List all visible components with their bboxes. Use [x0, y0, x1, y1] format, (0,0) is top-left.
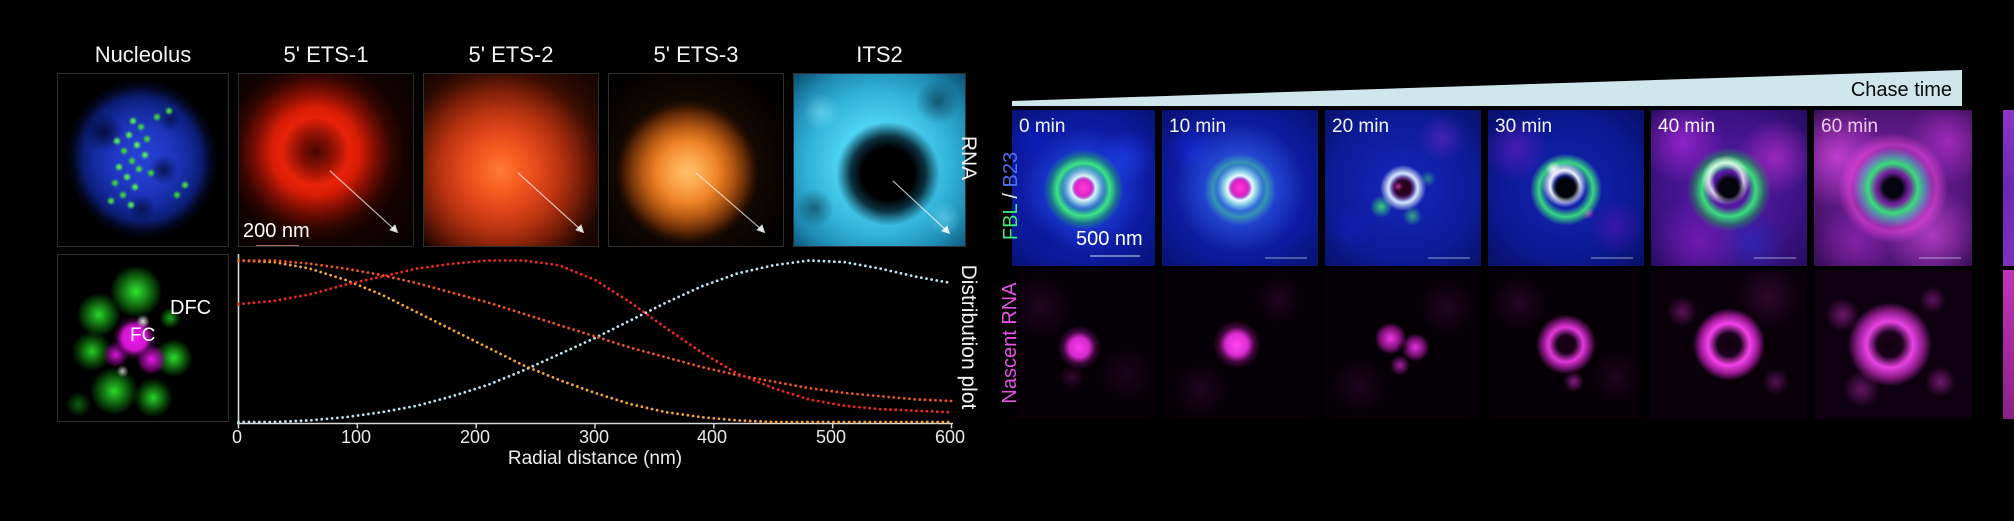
- timepoint-label: 0 min: [1019, 116, 1066, 137]
- cropped-panel-sliver-bottom: [2003, 270, 2014, 419]
- annotation-arrow-icon: [695, 172, 766, 234]
- timepoint-label: 60 min: [1821, 116, 1879, 137]
- micrograph-5ets3-spot: [608, 73, 784, 247]
- label-dfc: DFC: [170, 297, 212, 319]
- micrograph-fbl-b23-40min: 40 min: [1651, 110, 1807, 266]
- micrograph-fc-dfc: DFC FC: [57, 254, 229, 422]
- panel-title-its2: ITS2: [856, 42, 903, 67]
- micrograph-fbl-b23-20min: 20 min: [1325, 110, 1481, 266]
- scale-bar-label: 500 nm: [1076, 228, 1143, 250]
- scale-bar-line: [1919, 257, 1961, 259]
- chase-time-wedge: Chase time: [1012, 70, 1962, 106]
- timepoint-label: 30 min: [1495, 116, 1553, 137]
- micrograph-its2-donut: [793, 73, 966, 247]
- micrograph-fbl-b23-0min: 0 min 500 nm: [1012, 110, 1155, 266]
- micrograph-nascent-rna-0min: [1012, 270, 1155, 419]
- cropped-panel-sliver-top: [2003, 110, 2014, 266]
- x-axis-title: Radial distance (nm): [507, 448, 683, 469]
- label-b23: B23: [1000, 151, 1022, 188]
- timepoint-label: 10 min: [1169, 116, 1227, 137]
- scale-bar-line: [1428, 257, 1470, 259]
- panel-title-5ets1: 5' ETS-1: [283, 42, 369, 67]
- micrograph-nucleolus: [57, 73, 229, 247]
- nucleus-blue-ellipse: [58, 74, 228, 246]
- scale-bar-line: [1090, 255, 1140, 257]
- timepoint-label: 20 min: [1332, 116, 1390, 137]
- annotation-arrow-icon: [329, 170, 399, 234]
- row-label-distribution-plot: Distribution plot: [957, 264, 980, 410]
- panel-title-nucleolus: Nucleolus: [94, 42, 192, 67]
- x-tick-600: 600: [934, 427, 966, 447]
- scale-bar-line: [1754, 257, 1796, 259]
- scale-bar-line: [1265, 257, 1307, 259]
- label-fbl: FBL: [1000, 204, 1022, 241]
- micrograph-5ets1-ring: 200 nm: [238, 73, 414, 247]
- annotation-arrow-icon: [517, 172, 585, 234]
- micrograph-fbl-b23-60min: 60 min: [1814, 110, 1972, 266]
- row-label-nascent-rna: Nascent RNA: [999, 282, 1021, 404]
- nucleolar-green-foci: [58, 74, 64, 80]
- label-fc: FC: [130, 325, 156, 346]
- micrograph-nascent-rna-20min: [1325, 270, 1481, 419]
- scale-bar-line: [256, 245, 299, 246]
- micrograph-fbl-b23-10min: 10 min: [1162, 110, 1318, 266]
- distribution-plot: [237, 254, 953, 429]
- x-tick-300: 300: [578, 427, 610, 447]
- panel-title-5ets2: 5' ETS-2: [468, 42, 554, 67]
- x-tick-100: 100: [340, 427, 372, 447]
- x-tick-200: 200: [459, 427, 491, 447]
- row-label-fbl-b23: FBL / B23: [1000, 131, 1024, 261]
- chase-time-label: Chase time: [1850, 79, 1952, 101]
- x-tick-400: 400: [696, 427, 728, 447]
- micrograph-fbl-b23-30min: 30 min: [1488, 110, 1644, 266]
- label-separator: /: [1000, 187, 1022, 205]
- micrograph-nascent-rna-10min: [1162, 270, 1318, 419]
- scale-bar-line: [1591, 257, 1633, 259]
- micrograph-5ets2-blob: [423, 73, 599, 247]
- timepoint-label: 40 min: [1658, 116, 1716, 137]
- x-tick-500: 500: [815, 427, 847, 447]
- micrograph-nascent-rna-30min: [1488, 270, 1644, 419]
- micrograph-nascent-rna-60min: [1814, 270, 1972, 419]
- micrograph-nascent-rna-40min: [1651, 270, 1807, 419]
- panel-title-5ets3: 5' ETS-3: [653, 42, 739, 67]
- annotation-arrow-icon: [892, 180, 951, 235]
- scale-bar-label: 200 nm: [243, 220, 310, 242]
- x-tick-0: 0: [231, 427, 242, 447]
- row-label-rna: RNA: [957, 135, 980, 181]
